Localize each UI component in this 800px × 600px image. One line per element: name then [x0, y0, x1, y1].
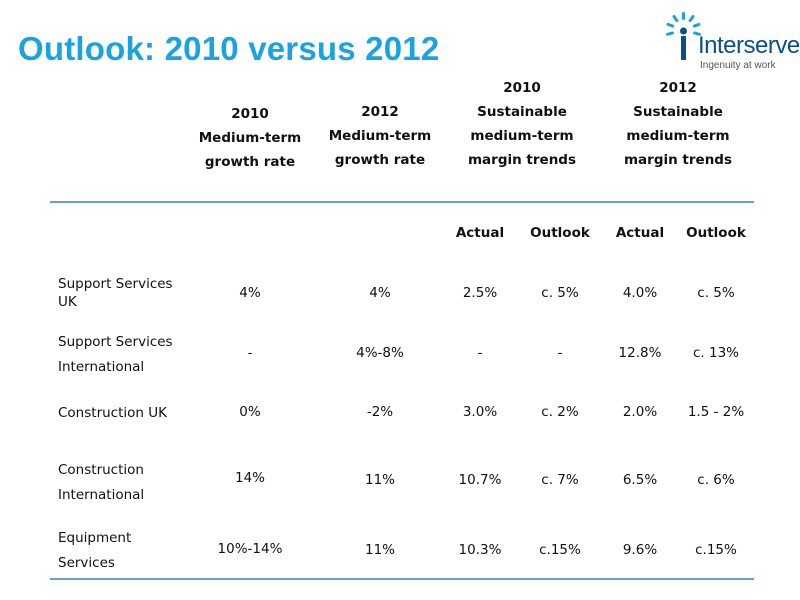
page-title: Outlook: 2010 versus 2012 [18, 30, 440, 67]
table-cell: 11% [364, 542, 395, 558]
table-cell: 10.7% [458, 472, 502, 488]
table-cell: c. 6% [697, 472, 735, 488]
row-label-construction-international: Construction International [58, 462, 145, 503]
table-cell: 10%-14% [217, 541, 283, 557]
row-label-support-services-uk: Support Services UK [58, 276, 173, 310]
table-cell: 0% [239, 404, 261, 420]
row-label-construction-uk: Construction UK [58, 405, 167, 421]
table-cell: 10.3% [458, 542, 502, 558]
table-cell: 4% [239, 285, 261, 301]
header-divider [50, 201, 754, 203]
table-cell: 11% [364, 472, 395, 488]
footer-divider [50, 578, 754, 580]
logo-mark-icon [666, 12, 701, 60]
interserve-logo: Interserve Ingenuity at work [660, 10, 800, 71]
table-cell: c. 5% [697, 285, 735, 301]
subheader-2012-actual: Actual [615, 225, 665, 241]
subheader-2010-outlook: Outlook [530, 225, 590, 241]
header-2012-growth: 2012 Medium-term growth rate [328, 104, 432, 168]
table-cell: 6.5% [622, 472, 658, 488]
table-cell: 4.0% [622, 285, 658, 301]
table-cell: 9.6% [622, 542, 658, 558]
table-cell: 3.0% [462, 404, 498, 420]
table-cell: -2% [366, 404, 394, 420]
table-cell: 2.0% [622, 404, 658, 420]
header-2012-margin: 2012 Sustainable medium-term margin tren… [623, 80, 732, 168]
table-cell: c. 13% [692, 345, 739, 361]
row-label-support-services-international: Support Services International [58, 334, 173, 375]
subheader-2010-actual: Actual [455, 225, 505, 241]
table-cell: c. 7% [541, 472, 579, 488]
table-cell: 4% [369, 285, 391, 301]
header-2010-growth: 2010 Medium-term growth rate [198, 106, 302, 170]
table-cell: 1.5 - 2% [687, 404, 745, 420]
table-cell: 12.8% [618, 345, 662, 361]
table-cell: c. 5% [541, 285, 579, 301]
subheader-2012-outlook: Outlook [686, 225, 746, 241]
table-cell: - [477, 345, 483, 361]
table-cell: c.15% [695, 542, 737, 558]
header-2010-margin: 2010 Sustainable medium-term margin tren… [467, 80, 576, 168]
table-cell: 4%-8% [356, 345, 404, 361]
table-cell: c. 2% [541, 404, 579, 420]
logo-name: Interserve [698, 32, 800, 59]
table-cell: 2.5% [462, 285, 498, 301]
logo-tagline: Ingenuity at work [700, 60, 776, 71]
table-cell: 14% [234, 470, 265, 486]
table-cell: - [557, 345, 563, 361]
table-cell: c.15% [539, 542, 581, 558]
table-cell: - [247, 345, 253, 361]
row-label-equipment-services: Equipment Services [58, 530, 132, 571]
